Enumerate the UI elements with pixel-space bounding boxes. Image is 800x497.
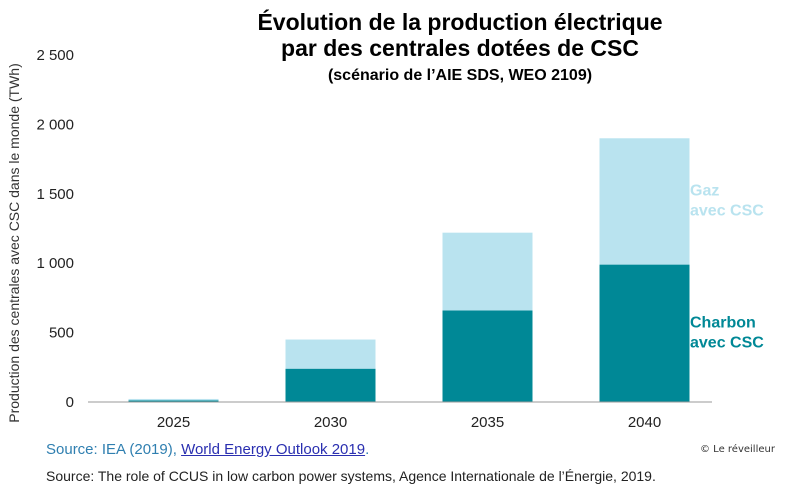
chart: Évolution de la production électrique pa… [6, 8, 764, 431]
legend-label-charbon: avec CSC [690, 334, 764, 351]
x-tick-label: 2030 [314, 414, 347, 431]
y-tick-label: 1 000 [36, 255, 74, 272]
y-axis-ticks: 0 500 1 000 1 500 2 000 2 500 [36, 47, 74, 411]
world-energy-outlook-link[interactable]: World Energy Outlook 2019 [181, 441, 366, 458]
legend-label-gaz: avec CSC [690, 202, 764, 219]
bar-gaz-2040 [599, 138, 690, 265]
legend: Charbon avec CSC Gaz avec CSC [690, 182, 764, 351]
bar-charbon-2030 [285, 368, 376, 402]
legend-label-gaz: Gaz [690, 182, 719, 199]
y-tick-label: 0 [66, 394, 74, 411]
y-axis-label: Production des centrales avec CSC dans l… [6, 63, 22, 423]
chart-title-line-2: par des centrales dotées de CSC [281, 35, 639, 61]
chart-subtitle: (scénario de l’AIE SDS, WEO 2109) [328, 67, 592, 84]
chart-title-line-1: Évolution de la production électrique [257, 8, 662, 35]
bar-charbon-2025 [128, 400, 219, 402]
x-tick-label: 2035 [471, 414, 504, 431]
source-line-2: Source: The role of CCUS in low carbon p… [46, 468, 656, 484]
bar-charbon-2035 [442, 310, 533, 402]
y-tick-label: 500 [49, 325, 74, 342]
bars [128, 138, 690, 402]
legend-label-charbon: Charbon [690, 314, 756, 331]
bar-gaz-2030 [285, 339, 376, 369]
x-tick-label: 2040 [628, 414, 661, 431]
x-tick-label: 2025 [157, 414, 190, 431]
y-tick-label: 2 000 [36, 116, 74, 133]
bar-charbon-2040 [599, 264, 690, 402]
source-line-1-prefix: Source: IEA (2019), [46, 441, 182, 458]
bar-gaz-2025 [128, 398, 219, 401]
source-line-1-suffix: . [365, 441, 370, 458]
source-line-1: Source: IEA (2019), World Energy Outlook… [46, 441, 369, 458]
watermark: © Le réveilleur [700, 444, 775, 455]
y-tick-label: 1 500 [36, 186, 74, 203]
y-tick-label: 2 500 [36, 47, 74, 64]
x-axis-ticks: 2025 2030 2035 2040 [157, 414, 661, 431]
bar-gaz-2035 [442, 232, 533, 311]
